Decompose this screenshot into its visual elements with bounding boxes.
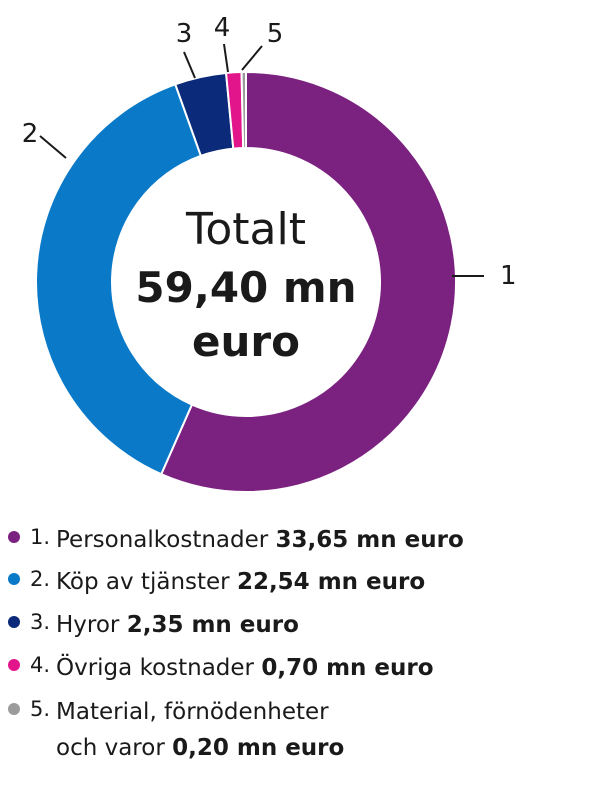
center-total-label: Totalt bbox=[185, 204, 306, 255]
slice-label-2: 2 bbox=[22, 119, 39, 149]
legend-value: 0,70 mn euro bbox=[261, 655, 433, 681]
slice-label-3: 3 bbox=[176, 19, 193, 49]
legend-value: 22,54 mn euro bbox=[237, 569, 425, 595]
legend-name: Köp av tjänster bbox=[56, 569, 230, 595]
legend-text: Material, förnödenheter och varor 0,20 mn… bbox=[56, 694, 596, 766]
slice-label-5: 5 bbox=[267, 19, 284, 49]
donut-slice-5 bbox=[242, 72, 246, 148]
legend-name: Personalkostnader bbox=[56, 527, 268, 553]
leader-line-4 bbox=[224, 44, 228, 72]
center-total-unit: euro bbox=[192, 317, 300, 366]
legend-name: Hyror bbox=[56, 612, 119, 638]
legend-number: 2. bbox=[30, 564, 50, 594]
legend-dot-1 bbox=[8, 531, 20, 543]
legend-number: 4. bbox=[30, 650, 50, 680]
legend-dot-2 bbox=[8, 573, 20, 585]
legend-item-material: 5. Material, förnödenheter och varor 0,20… bbox=[0, 688, 600, 778]
donut-chart: 1 2 34 5 Totalt 59,40 mn euro bbox=[0, 0, 600, 510]
legend-text: Övriga kostnader 0,70 mn euro bbox=[56, 650, 596, 686]
legend-number: 5. bbox=[30, 694, 50, 724]
legend-dot-4 bbox=[8, 659, 20, 671]
legend-text: Personalkostnader 33,65 mn euro bbox=[56, 522, 596, 558]
legend-value: 2,35 mn euro bbox=[127, 612, 299, 638]
slice-label-4: 4 bbox=[214, 13, 231, 43]
legend-text: Köp av tjänster 22,54 mn euro bbox=[56, 564, 596, 600]
legend-name-line1: Material, förnödenheter bbox=[56, 699, 329, 725]
legend-dot-3 bbox=[8, 616, 20, 628]
legend-text: Hyror 2,35 mn euro bbox=[56, 607, 596, 643]
legend-number: 3. bbox=[30, 607, 50, 637]
legend-value: 33,65 mn euro bbox=[276, 527, 464, 553]
leader-line-2 bbox=[40, 136, 66, 158]
legend-name-line2: och varor bbox=[56, 735, 165, 761]
leader-line-5 bbox=[242, 46, 262, 70]
legend-dot-5 bbox=[8, 703, 20, 715]
legend-name: Övriga kostnader bbox=[56, 655, 254, 681]
legend-value: 0,20 mn euro bbox=[172, 735, 344, 761]
leader-line-3 bbox=[184, 52, 195, 78]
center-total-value: 59,40 mn bbox=[135, 263, 356, 312]
legend-number: 1. bbox=[30, 522, 50, 552]
slice-label-1: 1 bbox=[500, 261, 517, 291]
